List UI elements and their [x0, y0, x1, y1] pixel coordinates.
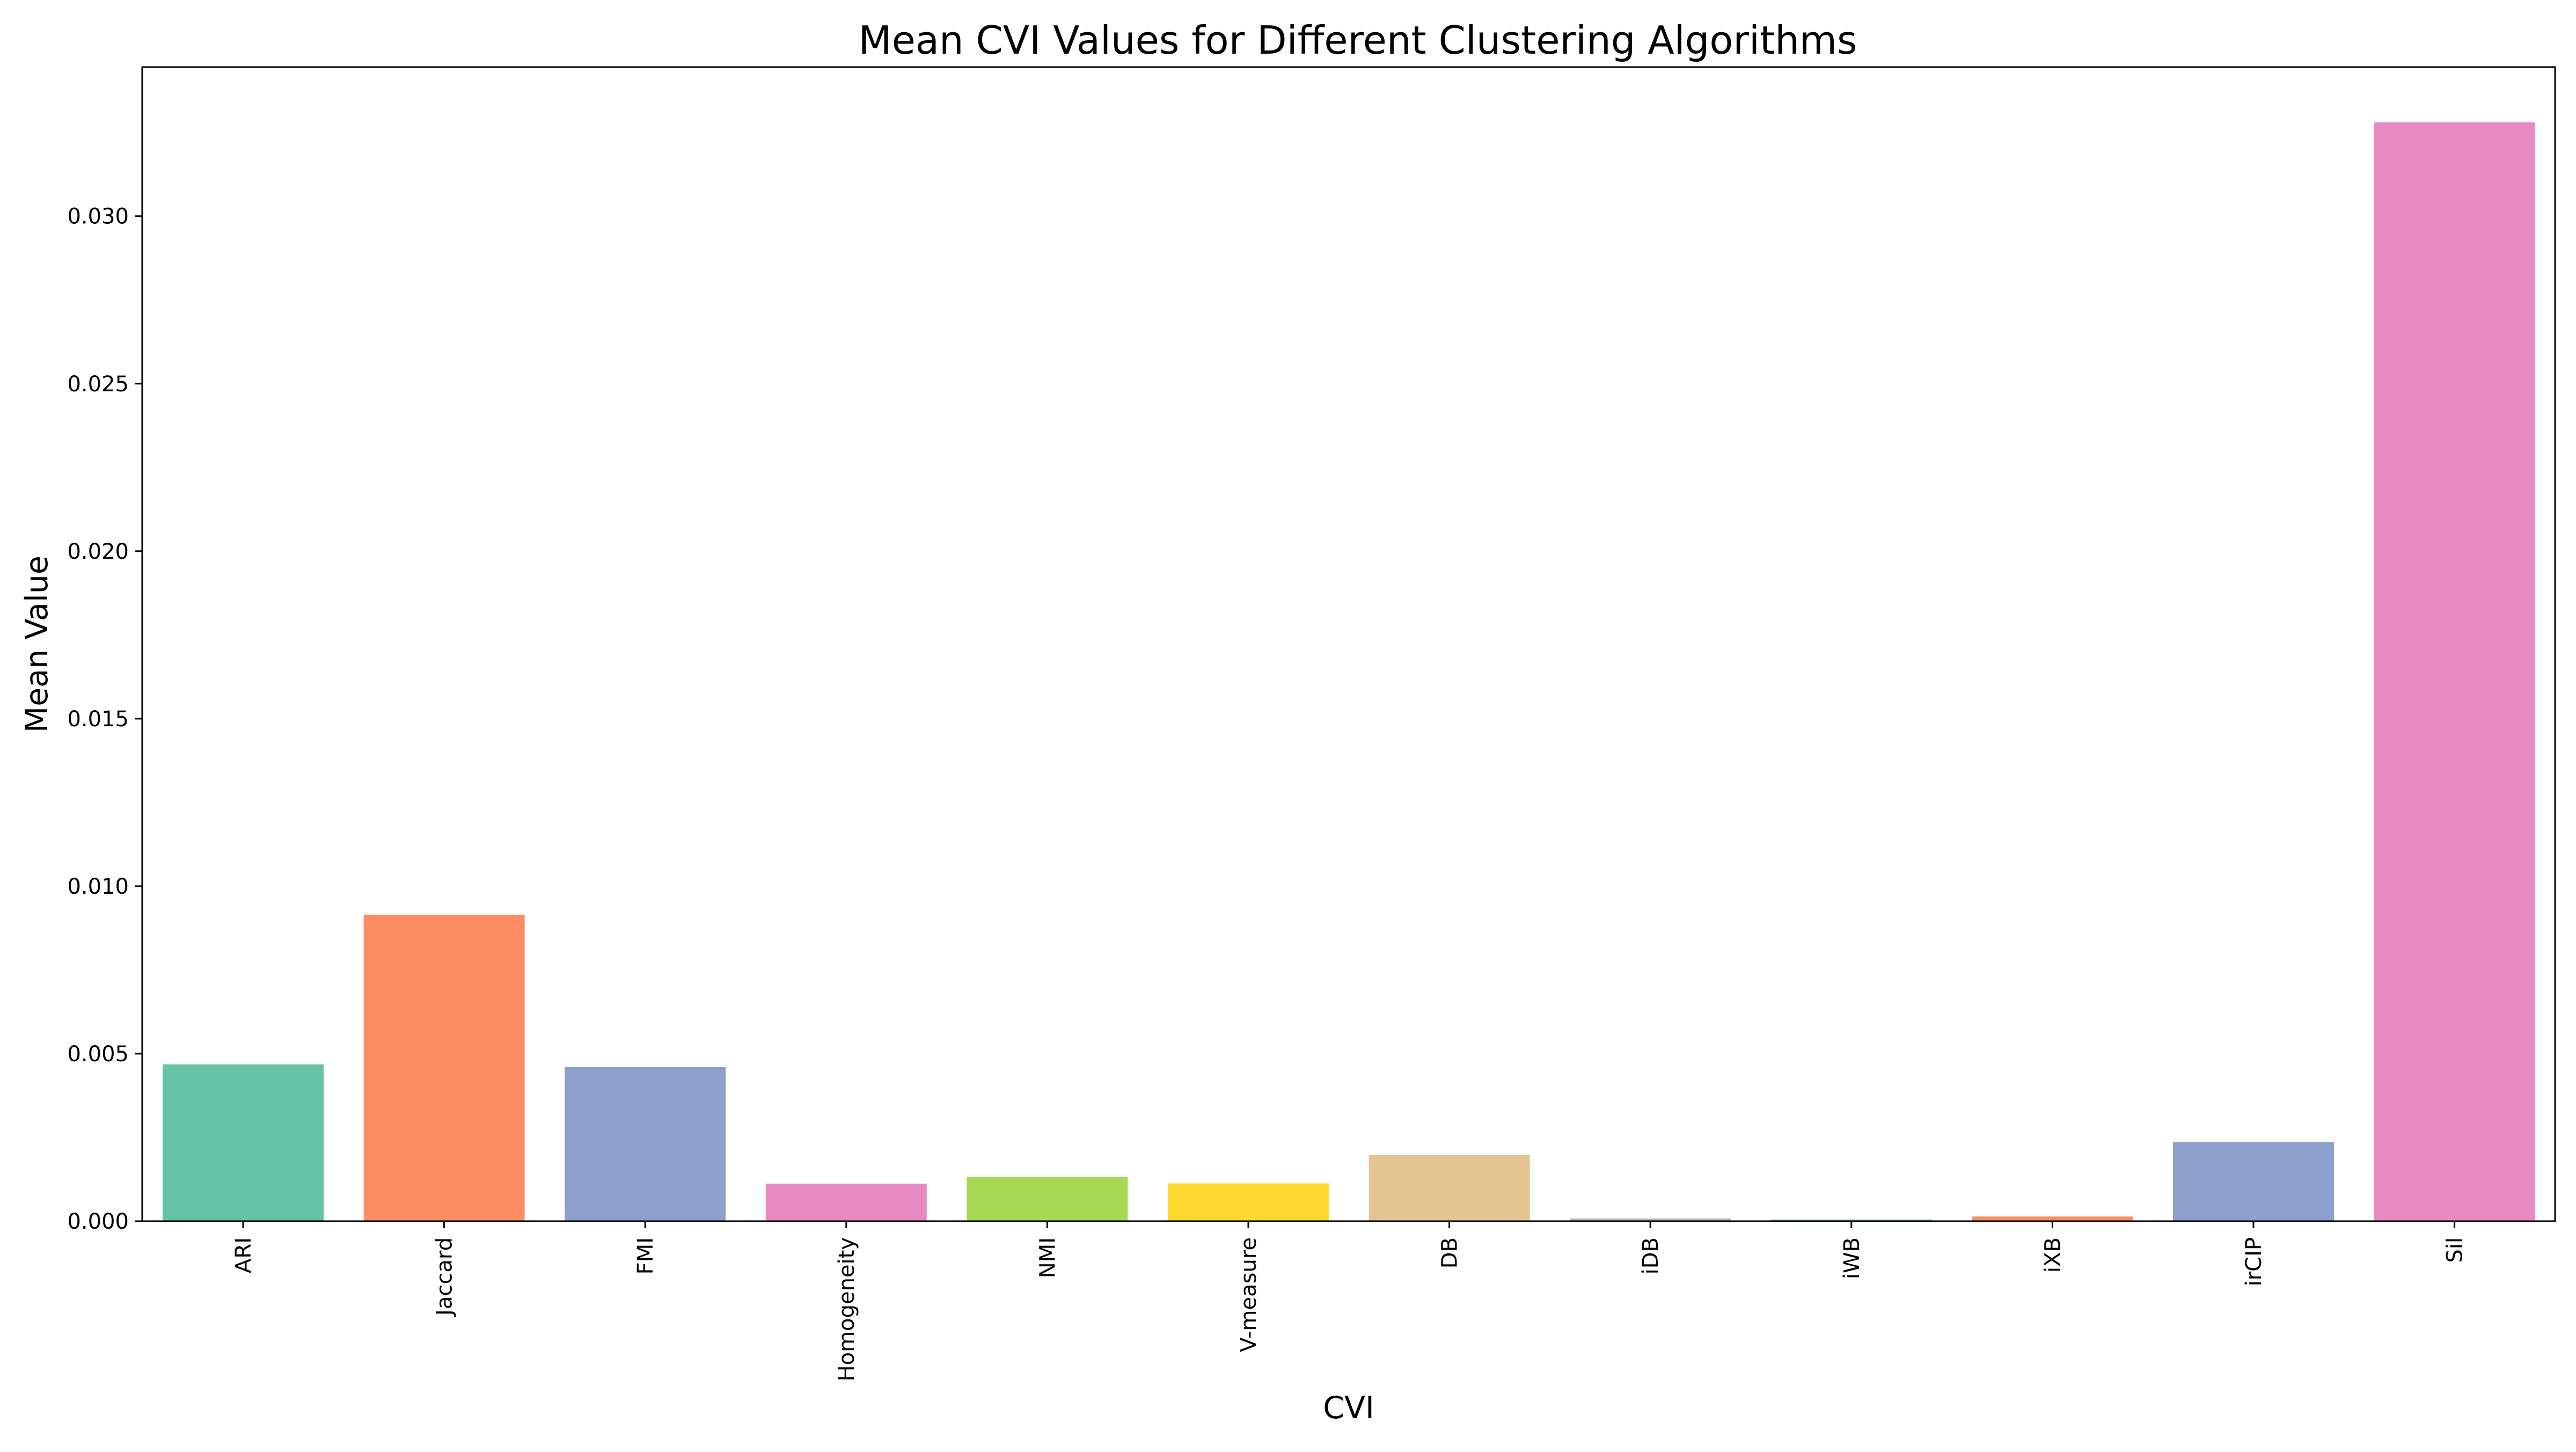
- y-axis-label: Mean Value: [19, 556, 55, 733]
- x-tick-label-ari: ARI: [231, 1237, 256, 1273]
- y-axis-ticks: 0.000 0.005 0.010 0.015 0.020 0.025 0.030: [67, 205, 142, 1234]
- plot-frame: [141, 66, 2556, 1222]
- y-tick-label: 0.030: [67, 205, 129, 229]
- y-tick-label: 0.025: [67, 372, 129, 397]
- x-tick-label-nmi: NMI: [1035, 1237, 1060, 1278]
- chart-title: Mean CVI Values for Different Clustering…: [858, 18, 1857, 63]
- bars-group: [163, 122, 2535, 1221]
- x-tick-label-ircip: irCIP: [2242, 1237, 2266, 1286]
- bar-v-measure: [1168, 1183, 1329, 1221]
- x-tick-label-v-measure: V-measure: [1236, 1237, 1261, 1352]
- bar-db: [1368, 1155, 1530, 1221]
- y-tick-label: 0.010: [67, 874, 129, 899]
- x-axis-label: CVI: [1323, 1390, 1374, 1426]
- bar-ircip: [2173, 1142, 2334, 1221]
- bar-nmi: [967, 1177, 1128, 1221]
- x-tick-label-sil: Sil: [2443, 1237, 2468, 1263]
- bar-jaccard: [363, 915, 525, 1221]
- bar-homogeneity: [765, 1184, 927, 1221]
- bar-sil: [2374, 122, 2535, 1221]
- y-tick-label: 0.015: [67, 707, 129, 732]
- x-tick-label-ixb: iXB: [2040, 1237, 2065, 1273]
- x-tick-label-homogeneity: Homogeneity: [835, 1237, 859, 1381]
- x-tick-label-iwb: iWB: [1840, 1237, 1864, 1279]
- x-tick-label-jaccard: Jaccard: [433, 1237, 457, 1317]
- y-tick-label: 0.020: [67, 539, 129, 564]
- bar-idb: [1570, 1218, 1731, 1221]
- x-tick-label-fmi: FMI: [633, 1237, 658, 1274]
- bar-ari: [163, 1064, 324, 1221]
- x-axis-ticks: ARI Jaccard FMI Homogeneity NMI V-measure DB iD…: [231, 1221, 2468, 1381]
- bar-fmi: [565, 1067, 726, 1221]
- x-tick-label-idb: iDB: [1638, 1237, 1663, 1274]
- y-tick-label: 0.005: [67, 1042, 129, 1067]
- x-tick-label-db: DB: [1438, 1237, 1462, 1268]
- y-tick-label: 0.000: [67, 1209, 129, 1234]
- bar-ixb: [1972, 1216, 2133, 1221]
- bar-iwb: [1770, 1219, 1932, 1221]
